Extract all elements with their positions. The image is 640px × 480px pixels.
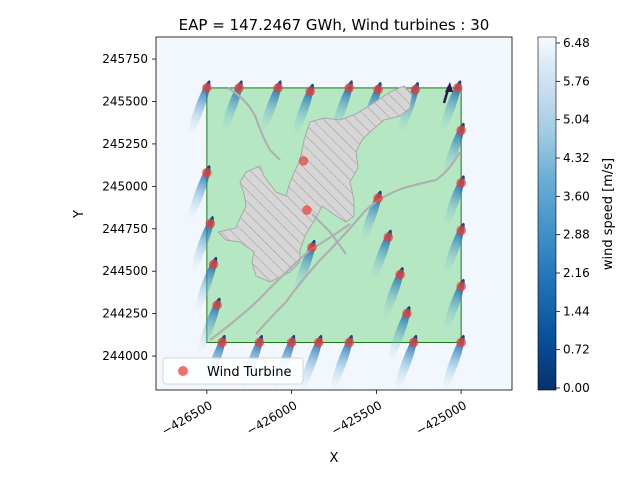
colorbar-tick-label: 1.44 [563,304,590,318]
x-axis: −426500 −426000 −425500 −425000 [159,390,469,438]
turbine-point [408,337,419,348]
colorbar-tick-label: 0.72 [563,343,590,357]
y-axis: 244000 244250 244500 244750 245000 245250 2455… [102,52,156,363]
legend: Wind Turbine [162,357,304,385]
turbine-point [383,232,394,243]
legend-label: Wind Turbine [207,365,291,380]
turbine-wake [442,334,465,390]
y-tick-label: 245000 [102,179,148,193]
x-tick-label: −426500 [159,398,214,438]
turbine-point [402,308,412,319]
turbine-layer [202,83,466,348]
turbine-wake [442,175,465,232]
turbine-point [344,337,355,348]
turbine-wake [442,222,465,280]
turbine-point [254,337,265,348]
turbine-wake [381,267,404,324]
colorbar-ticks: 0.00 0.72 1.44 2.16 2.88 3.60 4.32 5.04 5.76 6.48 [556,36,590,395]
colorbar-tick-label: 6.48 [563,36,590,50]
turbine-wake [442,122,465,180]
turbine-point [307,242,317,253]
y-tick-label: 244250 [102,307,148,321]
y-tick-label: 244750 [102,222,148,236]
wind-direction-arrow [442,82,453,104]
turbine-point [234,83,244,93]
turbine-wake [188,165,211,222]
x-tick-label: −426000 [244,398,299,438]
x-tick-label: −425000 [414,398,469,438]
y-tick-label: 245250 [102,137,148,151]
colorbar-tick-label: 0.00 [563,381,590,395]
turbine-wake [191,216,214,273]
colorbar-tick-label: 4.32 [563,151,590,165]
turbine-wake [369,229,392,287]
turbine-point [205,218,216,229]
turbine-point [217,337,227,348]
turbine-point [456,337,466,348]
turbine-point [302,205,312,215]
turbine-wake [300,334,323,390]
y-tick-label: 244000 [102,349,148,363]
y-axis-label: Y [72,210,87,219]
turbine-point [373,84,383,95]
turbine-point [202,167,212,178]
turbine-wake [330,334,353,390]
axes-frame [155,36,513,391]
turbine-point [298,156,309,166]
y-tick-label: 245750 [102,52,148,66]
turbine-point [410,84,421,95]
turbine-point [456,281,466,292]
turbine-point [456,178,466,188]
turbine-point [452,83,463,93]
legend-marker [178,366,188,376]
turbine-wake [359,190,382,248]
turbine-point [202,83,212,93]
x-axis-label: X [330,451,339,466]
chart-title: EAP = 147.2467 GWh, Wind turbines : 30 [179,16,490,34]
colorbar-tick-label: 2.88 [563,228,590,242]
turbine-wake [188,80,211,137]
colorbar-tick-label: 5.76 [563,74,590,88]
turbine-point [208,259,219,270]
exclusion-zone [217,85,413,283]
turbine-wake [198,297,221,355]
colorbar-label: wind speed [m/s] [601,158,616,270]
colorbar-tick-label: 5.04 [563,113,590,127]
turbine-wake [442,278,465,336]
turbine-wake [388,306,411,363]
road-network [209,87,461,341]
legend-box [162,357,304,385]
turbine-point [212,300,222,310]
turbine-point [313,337,324,348]
colorbar [537,36,557,391]
turbine-point [456,225,466,236]
turbine-wake [259,80,282,137]
turbine-point [395,269,405,280]
colorbar-tick-label: 3.60 [563,189,590,203]
turbine-point [456,125,466,136]
turbine-point [305,86,316,97]
turbine-wake [195,256,218,314]
x-tick-label: −425500 [329,398,384,438]
turbine-point [286,337,297,348]
turbine-point [373,193,383,204]
turbine-point [344,83,355,93]
turbine-wake [291,83,314,141]
y-tick-label: 244500 [102,264,148,278]
y-tick-label: 245500 [102,94,148,108]
turbine-wake [395,334,418,390]
turbine-wake [293,239,316,297]
turbine-point [273,83,283,93]
turbine-wake [439,80,462,137]
colorbar-tick-label: 2.16 [563,266,590,280]
